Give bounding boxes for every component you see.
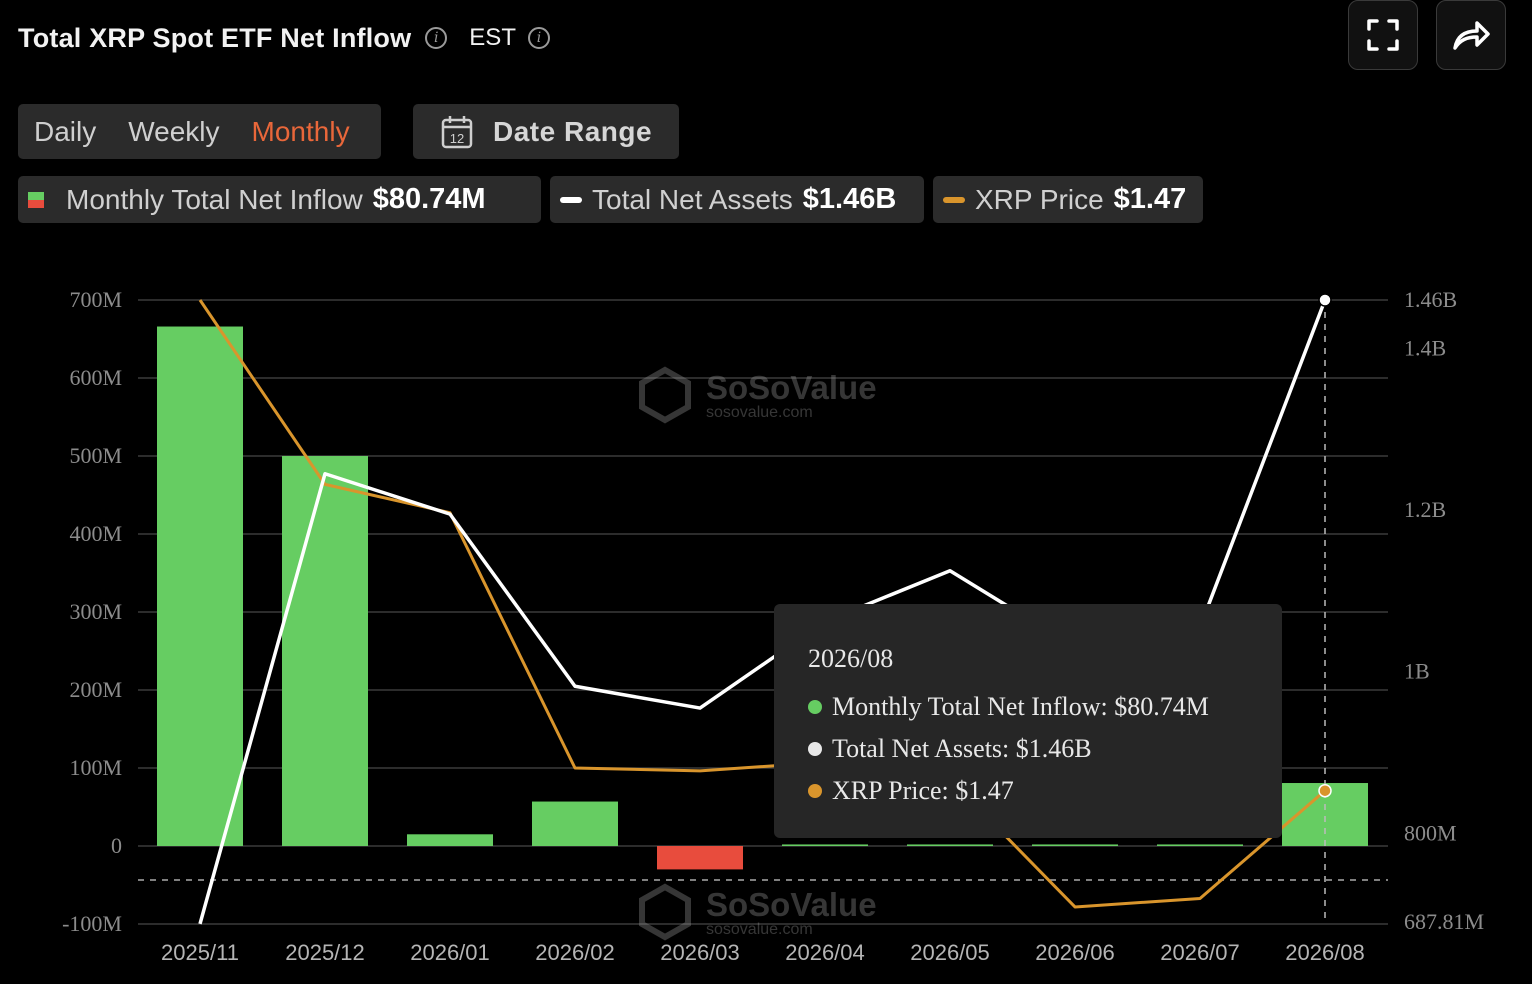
right-tick-label: 1.4B bbox=[1404, 335, 1446, 360]
legend-assets-value: $1.46B bbox=[802, 183, 897, 215]
left-tick-label: 500M bbox=[69, 443, 122, 468]
bars bbox=[157, 326, 1368, 870]
fullscreen-button[interactable] bbox=[1348, 0, 1418, 70]
watermark-url: sosovalue.com bbox=[706, 404, 813, 421]
tooltip-row-inflow: Monthly Total Net Inflow: $80.74M bbox=[808, 686, 1282, 728]
right-tick-label: 800M bbox=[1404, 820, 1457, 845]
calendar-icon: 12 bbox=[441, 115, 473, 148]
inflow-legend-swatch bbox=[28, 191, 44, 208]
inflow-bar bbox=[907, 844, 993, 846]
inflow-bar bbox=[1157, 844, 1243, 846]
x-tick-label: 2026/02 bbox=[535, 940, 615, 965]
left-tick-label: -100M bbox=[62, 911, 122, 936]
x-tick-label: 2026/03 bbox=[660, 940, 740, 965]
tooltip-assets: Total Net Assets: $1.46B bbox=[832, 734, 1092, 763]
date-range-label: Date Range bbox=[493, 115, 653, 147]
tooltip-row-price: XRP Price: $1.47 bbox=[808, 770, 1282, 812]
watermark-brand: SoSoValue bbox=[706, 369, 877, 406]
tooltip-price: XRP Price: $1.47 bbox=[832, 776, 1014, 805]
date-range-button[interactable]: 12 Date Range bbox=[413, 104, 679, 159]
legend-price-label: XRP Price bbox=[975, 183, 1104, 215]
tooltip-dot bbox=[808, 742, 822, 756]
share-button[interactable] bbox=[1436, 0, 1506, 70]
x-tick-label: 2026/07 bbox=[1160, 940, 1240, 965]
left-tick-label: 700M bbox=[69, 287, 122, 312]
assets-legend-swatch bbox=[560, 196, 582, 203]
legend-assets-label: Total Net Assets bbox=[592, 183, 793, 215]
watermark-logo-icon bbox=[639, 883, 691, 941]
assets-highlight-point bbox=[1318, 293, 1332, 307]
left-tick-label: 100M bbox=[69, 755, 122, 780]
tooltip-dot bbox=[808, 700, 822, 714]
legend-inflow[interactable]: Monthly Total Net Inflow $80.74M bbox=[18, 176, 541, 223]
left-tick-label: 0 bbox=[111, 833, 122, 858]
x-tick-label: 2026/05 bbox=[910, 940, 990, 965]
watermark-url: sosovalue.com bbox=[706, 921, 813, 938]
legend-assets[interactable]: Total Net Assets $1.46B bbox=[550, 176, 924, 223]
inflow-bar bbox=[407, 834, 493, 846]
legend-price[interactable]: XRP Price $1.47 bbox=[933, 176, 1203, 223]
calendar-day: 12 bbox=[450, 131, 464, 146]
inflow-bar bbox=[157, 326, 243, 846]
tooltip: 2026/08 Monthly Total Net Inflow: $80.74… bbox=[774, 604, 1282, 838]
left-tick-label: 200M bbox=[69, 677, 122, 702]
watermark-logo-icon bbox=[639, 366, 691, 424]
watermark-brand: SoSoValue bbox=[706, 886, 877, 923]
period-selector: Daily Weekly Monthly bbox=[18, 104, 381, 159]
right-tick-label: 1B bbox=[1404, 659, 1430, 684]
right-tick-label: 1.46B bbox=[1404, 287, 1457, 312]
info-icon[interactable]: i bbox=[425, 27, 448, 49]
timezone-label: EST bbox=[469, 24, 516, 51]
right-tick-label: 1.2B bbox=[1404, 497, 1446, 522]
left-tick-label: 400M bbox=[69, 521, 122, 546]
x-tick-label: 2026/01 bbox=[410, 940, 490, 965]
inflow-bar bbox=[657, 846, 743, 870]
left-tick-label: 300M bbox=[69, 599, 122, 624]
tooltip-date: 2026/08 bbox=[808, 644, 894, 673]
share-icon bbox=[1453, 21, 1490, 50]
x-tick-label: 2026/04 bbox=[785, 940, 865, 965]
chart-title: Total XRP Spot ETF Net Inflow bbox=[18, 22, 412, 53]
price-legend-swatch bbox=[943, 196, 965, 203]
tooltip-row-assets: Total Net Assets: $1.46B bbox=[808, 728, 1282, 770]
xrp-price-line bbox=[198, 299, 1326, 909]
header: Total XRP Spot ETF Net Inflow i EST i bbox=[18, 18, 550, 58]
x-tick-label: 2025/11 bbox=[161, 940, 239, 965]
x-tick-label: 2025/12 bbox=[285, 940, 365, 965]
inflow-bar bbox=[1032, 844, 1118, 846]
x-tick-label: 2026/08 bbox=[1285, 940, 1365, 965]
x-tick-label: 2026/06 bbox=[1035, 940, 1115, 965]
timezone-info-icon[interactable]: i bbox=[527, 27, 550, 49]
right-tick-label: 687.81M bbox=[1404, 909, 1484, 934]
watermarks: SoSoValuesosovalue.comSoSoValuesosovalue… bbox=[639, 366, 877, 941]
left-tick-label: 600M bbox=[69, 365, 122, 390]
tab-weekly[interactable]: Weekly bbox=[128, 115, 220, 147]
tab-daily[interactable]: Daily bbox=[34, 115, 97, 147]
price-highlight-point bbox=[1318, 783, 1332, 798]
legend-inflow-label: Monthly Total Net Inflow bbox=[66, 183, 363, 215]
axes: 700M 600M 500M 400M 300M 200M 100M 0 -100M 1.46B 1… bbox=[62, 287, 1484, 965]
legend-inflow-value: $80.74M bbox=[372, 183, 486, 215]
legend-price-value: $1.47 bbox=[1113, 183, 1187, 215]
inflow-bar bbox=[782, 844, 868, 846]
inflow-bar bbox=[282, 456, 368, 846]
tooltip-dot bbox=[808, 784, 822, 798]
tooltip-inflow: Monthly Total Net Inflow: $80.74M bbox=[832, 692, 1209, 721]
tab-monthly[interactable]: Monthly bbox=[251, 115, 350, 147]
fullscreen-icon bbox=[1367, 19, 1399, 51]
inflow-bar bbox=[532, 801, 618, 846]
